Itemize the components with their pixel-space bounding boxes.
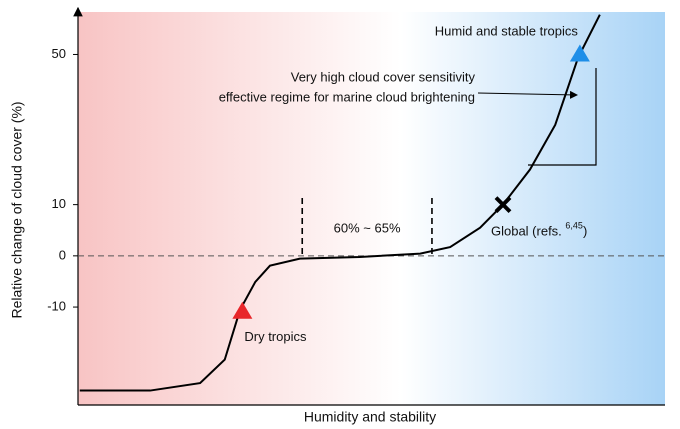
marker [569,44,590,62]
marker-label-part: 6,45 [565,221,583,231]
marker [494,196,512,214]
y-tick-label: -10 [47,298,66,313]
annotation-text: Very high cloud cover sensitivity [291,69,476,84]
marker-label: Global (refs. 6,45) [491,221,587,239]
bracket [528,68,597,166]
y-axis-label: Relative change of cloud cover (%) [9,101,25,318]
marker-label-part: Humid and stable tropics [435,24,579,39]
plot-background [78,12,665,405]
annotation-text: effective regime for marine cloud bright… [219,89,475,104]
y-tick-label: 0 [59,247,66,262]
curve [79,14,601,392]
x-axis-label: Humidity and stability [304,409,436,425]
marker-label-part: Global (refs. [491,224,565,239]
marker-label: Dry tropics [244,329,307,344]
y-tick-label: 10 [52,196,66,211]
marker [232,301,253,319]
marker-label-part: ) [583,224,587,239]
range-label: 60% ~ 65% [334,220,401,235]
marker-label-part: Dry tropics [244,329,307,344]
annotation-arrow [477,90,578,99]
y-tick-label: 50 [52,46,66,61]
marker-label: Humid and stable tropics [435,24,579,39]
